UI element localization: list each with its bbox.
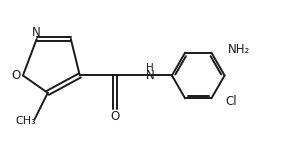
Text: H: H: [146, 63, 154, 73]
Text: O: O: [12, 69, 21, 82]
Text: N: N: [146, 69, 154, 82]
Text: O: O: [111, 110, 120, 123]
Text: NH₂: NH₂: [228, 43, 250, 56]
Text: Cl: Cl: [225, 95, 237, 108]
Text: N: N: [32, 26, 40, 39]
Text: CH₃: CH₃: [15, 116, 36, 126]
